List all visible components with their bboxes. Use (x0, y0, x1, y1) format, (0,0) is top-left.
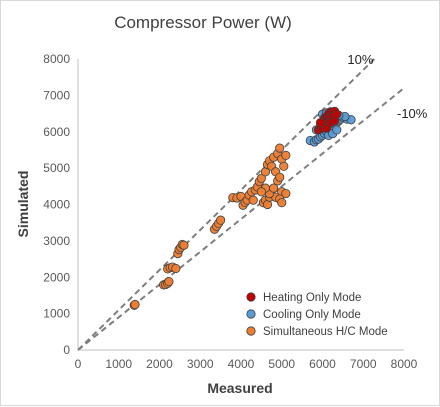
x-tick-label: 5000 (268, 357, 295, 371)
legend-marker (247, 293, 255, 301)
data-point (131, 300, 139, 308)
legend-marker (247, 310, 255, 318)
data-point (316, 118, 324, 126)
x-axis-title: Measured (207, 380, 272, 396)
data-point (249, 196, 257, 204)
x-tick-label: 8000 (391, 357, 418, 371)
data-point (280, 162, 288, 170)
data-point (180, 241, 188, 249)
x-tick-label: 4000 (228, 357, 255, 371)
data-point (278, 198, 286, 206)
data-points (130, 107, 355, 309)
legend: Heating Only Mode Cooling Only Mode Simult… (247, 292, 388, 338)
axes: 0 1000 2000 3000 4000 5000 6000 7000 8000 0 1000 20… (43, 52, 417, 371)
y-tick-label: 0 (63, 343, 70, 357)
reference-line-label: -10% (397, 106, 428, 121)
data-point (333, 126, 341, 134)
x-tick-label: 1000 (105, 357, 132, 371)
y-tick-label: 1000 (43, 307, 70, 321)
data-point (269, 184, 277, 192)
data-point (165, 277, 173, 285)
x-tick-label: 7000 (350, 357, 377, 371)
x-tick-label: 6000 (309, 357, 336, 371)
x-tick-label: 2000 (146, 357, 173, 371)
chart-title: Compressor Power (W) (114, 13, 292, 32)
y-tick-label: 8000 (43, 52, 70, 66)
legend-label: Heating Only Mode (263, 292, 361, 304)
data-point (257, 188, 265, 196)
y-tick-label: 7000 (43, 88, 70, 102)
y-tick-label: 5000 (43, 161, 70, 175)
data-point (276, 144, 284, 152)
x-tick-label: 0 (75, 357, 82, 371)
data-point (276, 173, 284, 181)
data-point (216, 216, 224, 224)
legend-marker (247, 327, 255, 335)
reference-line (78, 59, 374, 350)
y-tick-label: 3000 (43, 234, 70, 248)
data-point (282, 151, 290, 159)
reference-line-label: 10% (347, 52, 373, 67)
legend-label: Simultaneous H/C Mode (263, 326, 388, 338)
data-point (333, 110, 341, 118)
data-point (172, 264, 180, 272)
y-tick-label: 4000 (43, 198, 70, 212)
x-tick-label: 3000 (187, 357, 214, 371)
y-axis-title: Simulated (15, 171, 31, 238)
legend-label: Cooling Only Mode (263, 309, 361, 321)
y-tick-label: 2000 (43, 270, 70, 284)
y-tick-label: 6000 (43, 125, 70, 139)
